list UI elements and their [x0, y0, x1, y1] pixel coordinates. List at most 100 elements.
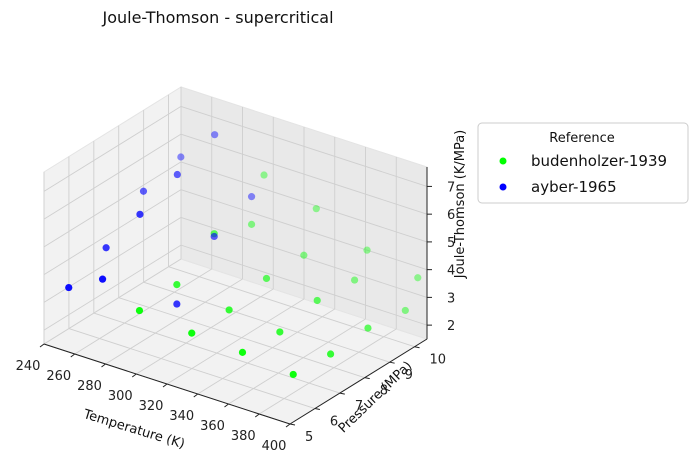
point-budenholzer-1939	[401, 306, 409, 315]
point-ayber-1965	[65, 283, 73, 292]
z-axis-label: Joule-Thomson (K/MPa)	[453, 130, 468, 280]
point-budenholzer-1939	[414, 274, 422, 282]
point-budenholzer-1939	[225, 306, 233, 314]
tick-labels: 240 260 280 300 320 340 360 380 400 5 6 7 8 9 10 2 3 4 5 6 7	[16, 180, 456, 454]
point-budenholzer-1939	[188, 329, 196, 337]
x-tick-label: 400	[262, 439, 287, 454]
point-ayber-1965	[247, 193, 256, 201]
x-tick-label: 240	[16, 359, 41, 374]
y-tick-mark	[414, 346, 420, 349]
point-budenholzer-1939	[276, 328, 284, 336]
grid-line-z-back	[180, 244, 428, 326]
z-tick-label: 2	[447, 319, 455, 334]
grid-line-x-floor	[166, 298, 305, 385]
x-tick-mark	[162, 383, 168, 388]
y-tick-mark	[339, 392, 345, 395]
grid-line-x-floor	[228, 318, 366, 405]
y-axis-line	[289, 338, 428, 425]
y-tick-label: 5	[305, 430, 313, 445]
grid-line-y-floor	[93, 312, 340, 394]
z-tick-label: 5	[447, 236, 455, 251]
grid-line-y-floor	[118, 297, 365, 379]
point-ayber-1965	[211, 131, 219, 139]
x-tick-label: 380	[231, 429, 256, 444]
grid-line-z-left	[43, 106, 182, 192]
grid-line-y-floor	[68, 328, 316, 409]
grid-line-x-floor	[136, 288, 274, 375]
grid-line-y-floor	[143, 281, 390, 363]
grid-line-z-back	[180, 105, 428, 187]
y-tick-mark	[289, 423, 296, 426]
point-budenholzer-1939	[350, 276, 359, 284]
x-tick-mark	[131, 373, 137, 378]
point-budenholzer-1939	[247, 220, 256, 228]
y-tick-mark	[364, 377, 370, 380]
z-tick-label: 7	[447, 180, 455, 195]
y-tick-label: 6	[330, 415, 338, 430]
x-tick-mark	[101, 363, 106, 368]
x-tick-label: 320	[139, 399, 164, 414]
legend-label-ayber: ayber-1965	[531, 178, 617, 196]
point-ayber-1965	[173, 300, 181, 308]
point-ayber-1965	[177, 153, 185, 161]
grid-line-x-floor	[197, 308, 335, 395]
legend: Reference budenholzer-1939 ayber-1965	[477, 122, 689, 204]
x-tick-mark	[193, 393, 199, 398]
point-budenholzer-1939	[313, 296, 321, 305]
z-tick-label: 3	[447, 291, 455, 306]
legend-label-budenholzer: budenholzer-1939	[531, 152, 667, 170]
grid-line-x-floor	[105, 278, 243, 365]
x-tick-label: 360	[200, 419, 225, 434]
point-ayber-1965	[136, 210, 144, 218]
axis-panes	[42, 86, 429, 425]
legend-box	[477, 122, 689, 204]
x-tick-label: 300	[108, 389, 133, 404]
y-tick-label: 7	[355, 399, 363, 414]
grid-line-y-floor	[168, 266, 415, 348]
point-ayber-1965	[210, 232, 218, 241]
x-tick-mark	[224, 403, 229, 408]
x-tick-label: 260	[46, 369, 71, 384]
grid-line-x-floor	[259, 328, 397, 415]
grid-line-z-left	[43, 189, 182, 276]
legend-title: Reference	[549, 131, 614, 146]
x-tick-label: 340	[169, 409, 194, 424]
x-tick-label: 280	[77, 379, 102, 394]
point-ayber-1965	[102, 244, 110, 252]
point-ayber-1965	[139, 187, 148, 195]
y-tick-label: 8	[380, 384, 388, 399]
chart-title: Joule-Thomson - supercritical	[101, 8, 333, 27]
grid-line-z-left	[43, 244, 182, 331]
grid-line-z-back	[180, 161, 428, 243]
grid-line-z-back	[180, 133, 428, 215]
grid-line-x-floor	[43, 258, 182, 345]
grid-line-z-left	[43, 133, 182, 220]
grid-lines	[43, 87, 428, 425]
x-tick-mark	[70, 353, 76, 358]
point-budenholzer-1939	[363, 246, 371, 254]
grid-line-z-left	[43, 161, 182, 248]
point-ayber-1965	[98, 275, 107, 283]
point-ayber-1965	[173, 170, 181, 179]
x-tick-mark	[39, 343, 45, 348]
point-budenholzer-1939	[326, 350, 335, 358]
point-budenholzer-1939	[364, 324, 372, 332]
grid-line-z-back	[180, 189, 428, 271]
z-tick-label: 4	[447, 264, 455, 279]
point-budenholzer-1939	[262, 274, 271, 283]
y-tick-label: 9	[405, 368, 413, 383]
point-budenholzer-1939	[135, 306, 144, 315]
x-tick-mark	[254, 413, 260, 418]
grid-line-x-floor	[74, 268, 212, 355]
z-tick-label: 6	[447, 208, 455, 223]
x-tick-mark	[285, 423, 291, 428]
point-budenholzer-1939	[260, 171, 268, 179]
grid-line-z-back	[180, 216, 428, 298]
legend-marker-ayber	[499, 183, 507, 191]
y-tick-mark	[314, 408, 321, 411]
point-budenholzer-1939	[173, 281, 181, 289]
data-points	[65, 131, 422, 379]
y-tick-mark	[389, 361, 395, 364]
point-budenholzer-1939	[300, 251, 308, 259]
